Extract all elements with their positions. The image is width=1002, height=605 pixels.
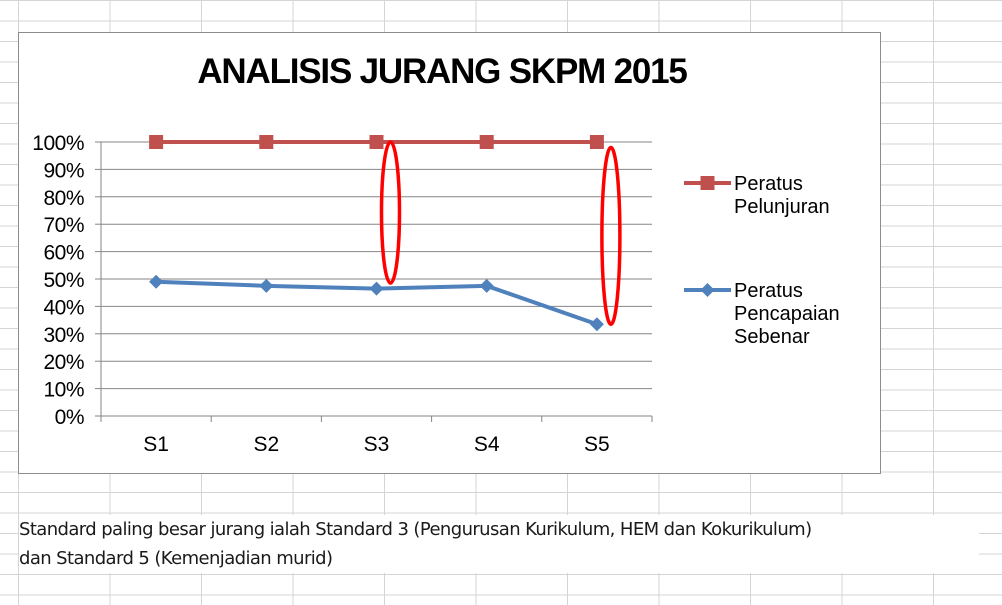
data-point-series-1 [369, 135, 384, 149]
y-tick-label: 30% [43, 324, 84, 347]
caption-line-1: Standard paling besar jurang ialah Stand… [19, 519, 812, 540]
x-tick-label: S4 [474, 433, 500, 456]
legend-label-1: Pelunjuran [734, 196, 830, 218]
x-tick-label: S2 [253, 433, 279, 456]
line-chart: ANALISIS JURANG SKPM 2015 0% 10% 20% 30% 40% 5… [32, 52, 840, 456]
data-point-series-2 [149, 274, 164, 289]
legend-label-1: Peratus [734, 173, 803, 195]
y-tick-label: 80% [43, 187, 84, 210]
legend-marker-1 [700, 176, 715, 190]
caption-text: Standard paling besar jurang ialah Stand… [19, 515, 979, 573]
caption-line-2: dan Standard 5 (Kemenjadian murid) [19, 548, 333, 569]
y-tick-label: 60% [43, 242, 84, 265]
x-tick-label: S5 [584, 433, 610, 456]
data-point-series-2 [259, 278, 274, 293]
legend-label-2: Peratus [734, 280, 803, 302]
x-tick-label: S3 [364, 433, 390, 456]
data-point-series-1 [149, 135, 164, 149]
y-tick-label: 50% [43, 269, 84, 292]
y-tick-label: 0% [55, 406, 84, 429]
data-point-series-1 [589, 135, 604, 149]
y-tick-label: 70% [43, 214, 84, 237]
data-point-series-2 [589, 317, 604, 332]
y-tick-label: 10% [43, 379, 84, 402]
data-point-series-2 [479, 278, 494, 293]
y-tick-label: 40% [43, 296, 84, 319]
annotation-ellipse-1 [379, 140, 402, 285]
y-tick-label: 20% [43, 351, 84, 374]
chart-area[interactable]: ANALISIS JURANG SKPM 2015 0% 10% 20% 30% 40% 5… [18, 32, 881, 474]
chart-title: ANALISIS JURANG SKPM 2015 [197, 52, 687, 91]
x-tick-label: S1 [143, 433, 169, 456]
data-point-series-1 [479, 135, 494, 149]
data-point-series-1 [259, 135, 274, 149]
legend-label-2: Sebenar [734, 326, 810, 348]
annotation-ellipse-2 [600, 145, 622, 326]
legend-label-2: Pencapaian [734, 303, 840, 325]
legend-marker-2 [700, 283, 715, 297]
y-tick-label: 90% [43, 159, 84, 182]
y-tick-label: 100% [32, 132, 84, 155]
data-point-series-2 [369, 281, 384, 296]
